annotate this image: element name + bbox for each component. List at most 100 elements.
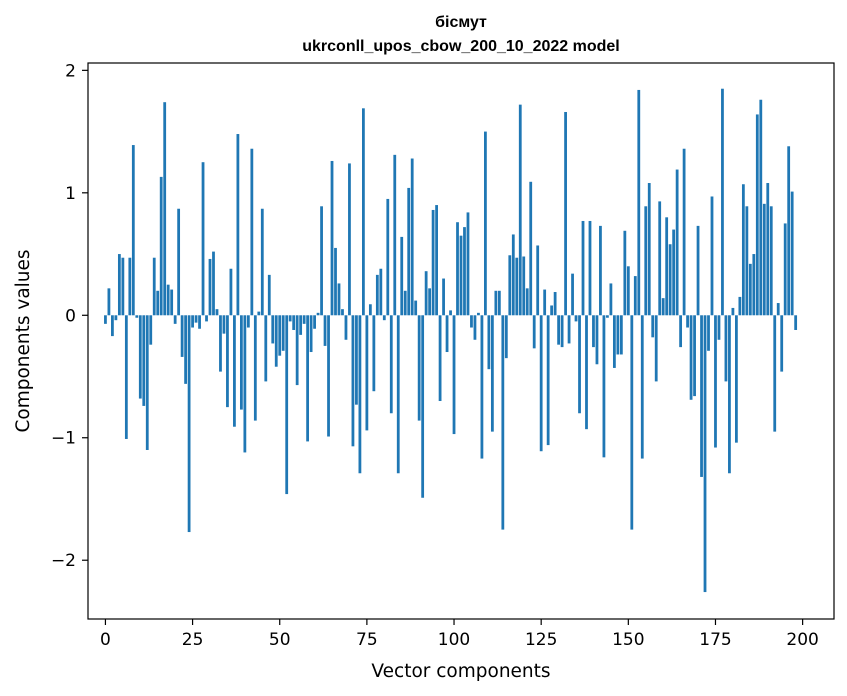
bar-65 [330, 160, 334, 316]
bar-130 [557, 315, 560, 345]
bar-133 [567, 315, 571, 344]
bar-171 [700, 315, 703, 477]
bar-83 [393, 154, 397, 316]
bar-56 [299, 315, 303, 335]
bar-47 [267, 274, 271, 316]
bar-50 [278, 315, 282, 356]
bar-27 [198, 315, 201, 329]
x-tick-label: 75 [356, 630, 378, 650]
bar-48 [271, 315, 275, 344]
bar-79 [379, 268, 383, 316]
bar-11 [142, 315, 146, 406]
chart-title: бісмут [435, 14, 487, 31]
y-axis-ticks: −2 −1 0 1 2 [51, 61, 88, 571]
bar-60 [313, 315, 316, 329]
bar-71 [351, 315, 355, 447]
bar-120 [522, 256, 526, 316]
bar-89 [414, 300, 418, 316]
bar-23 [184, 315, 187, 384]
bar-52 [285, 315, 289, 495]
bar-166 [682, 148, 686, 316]
bar-0 [104, 315, 107, 324]
bar-132 [564, 111, 567, 316]
bar-45 [260, 208, 264, 316]
bar-26 [194, 315, 198, 323]
bar-114 [501, 315, 505, 530]
bar-98 [445, 315, 449, 353]
y-tick-label: 2 [65, 61, 76, 81]
bar-80 [382, 315, 386, 321]
bar-51 [281, 315, 285, 351]
bar-131 [560, 315, 564, 348]
x-tick-label: 175 [699, 630, 731, 650]
x-tick-label: 125 [525, 630, 557, 650]
bar-63 [323, 315, 327, 346]
bar-184 [745, 206, 749, 316]
x-tick-label: 0 [100, 630, 111, 650]
bar-18 [166, 284, 170, 316]
bar-31 [212, 251, 215, 316]
bar-154 [640, 315, 644, 459]
bar-76 [368, 304, 372, 316]
bar-69 [344, 315, 348, 340]
bar-90 [417, 315, 421, 421]
bar-172 [703, 315, 707, 593]
bar-25 [191, 315, 194, 328]
bar-57 [302, 315, 306, 324]
bar-91 [421, 315, 425, 498]
bar-20 [173, 315, 177, 324]
bar-164 [675, 169, 679, 316]
bar-193 [776, 303, 780, 316]
bar-93 [428, 288, 432, 316]
y-tick-label: 0 [65, 306, 76, 326]
plot-frame [87, 62, 835, 620]
bar-107 [477, 312, 480, 316]
x-axis-label: Vector components [371, 661, 550, 682]
bar-84 [396, 315, 400, 474]
bar-58 [306, 315, 310, 442]
bar-121 [525, 288, 529, 316]
bar-34 [222, 315, 226, 334]
bar-188 [759, 99, 763, 316]
bar-37 [233, 315, 236, 427]
bar-197 [790, 191, 794, 316]
bar-68 [341, 309, 344, 316]
bar-138 [585, 315, 588, 430]
bar-42 [250, 148, 254, 316]
bar-108 [480, 315, 484, 459]
bar-17 [163, 102, 167, 316]
bar-136 [578, 315, 581, 414]
bar-116 [508, 255, 512, 316]
bar-161 [665, 217, 669, 316]
y-tick-label: 1 [65, 184, 76, 204]
bars-group [104, 88, 798, 593]
bar-179 [728, 315, 731, 474]
bar-167 [686, 315, 689, 328]
bar-122 [529, 181, 533, 316]
bar-74 [362, 108, 365, 316]
bar-139 [588, 220, 592, 316]
bar-4 [117, 254, 121, 316]
bar-39 [239, 315, 243, 410]
bar-7 [128, 257, 132, 316]
bar-105 [470, 315, 473, 328]
bar-156 [647, 183, 651, 316]
bar-174 [710, 196, 714, 316]
bar-33 [219, 315, 222, 372]
bar-113 [497, 290, 501, 316]
bar-6 [124, 315, 128, 439]
bar-117 [511, 234, 515, 316]
bar-106 [473, 315, 477, 340]
bar-100 [452, 315, 456, 435]
bar-170 [696, 225, 700, 316]
y-tick-label: −2 [51, 551, 76, 571]
bar-194 [780, 315, 784, 372]
x-tick-label: 100 [438, 630, 470, 650]
bar-24 [187, 315, 191, 533]
bar-88 [410, 158, 414, 316]
bar-141 [595, 315, 599, 365]
bar-85 [400, 236, 404, 316]
bar-19 [170, 289, 174, 316]
bar-1 [107, 288, 111, 316]
